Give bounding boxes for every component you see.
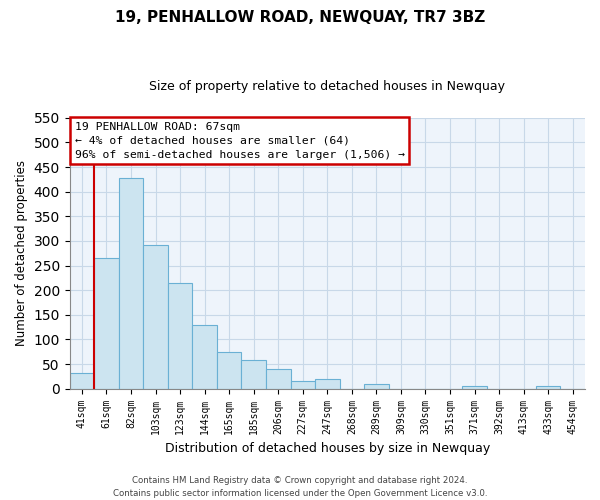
Bar (536, 386, 560, 388)
Bar (241, 360, 266, 388)
Bar (462, 386, 487, 388)
Bar (266, 369, 290, 388)
Y-axis label: Number of detached properties: Number of detached properties (15, 160, 28, 346)
Title: Size of property relative to detached houses in Newquay: Size of property relative to detached ho… (149, 80, 505, 93)
Bar (143, 246, 168, 388)
Text: Contains HM Land Registry data © Crown copyright and database right 2024.
Contai: Contains HM Land Registry data © Crown c… (113, 476, 487, 498)
Bar (119, 178, 143, 388)
Bar (193, 325, 217, 388)
Bar (94, 258, 119, 388)
Bar (315, 379, 340, 388)
X-axis label: Distribution of detached houses by size in Newquay: Distribution of detached houses by size … (165, 442, 490, 455)
Bar (168, 284, 193, 389)
Bar (364, 384, 389, 388)
Text: 19, PENHALLOW ROAD, NEWQUAY, TR7 3BZ: 19, PENHALLOW ROAD, NEWQUAY, TR7 3BZ (115, 10, 485, 25)
Text: 19 PENHALLOW ROAD: 67sqm
← 4% of detached houses are smaller (64)
96% of semi-de: 19 PENHALLOW ROAD: 67sqm ← 4% of detache… (75, 122, 405, 160)
Bar (217, 352, 241, 389)
Bar (290, 382, 315, 388)
Bar (70, 373, 94, 388)
